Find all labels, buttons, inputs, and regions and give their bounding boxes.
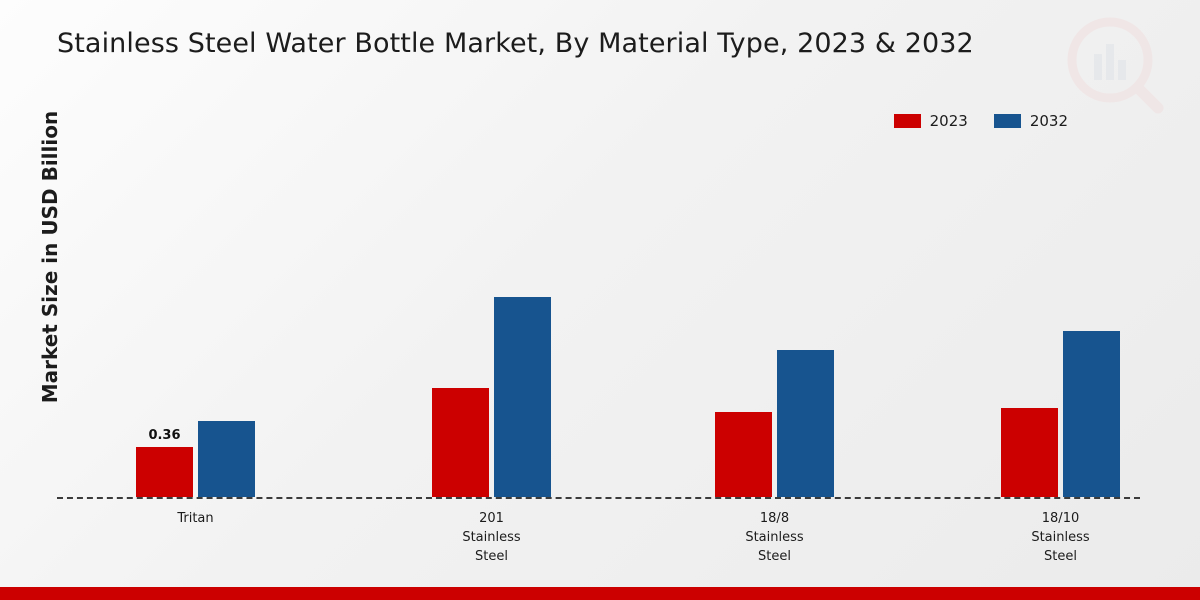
plot-area: 0.36 (57, 140, 1137, 497)
x-tick-line-3: Steel (475, 549, 508, 564)
bar-wrap-tritan-2023: 0.36 (136, 428, 193, 497)
bar-wrap-201-2023 (432, 388, 489, 497)
bar-wrap-18-10-2023 (1001, 408, 1058, 497)
x-tick-line-1: 201 (479, 511, 504, 526)
bar-201-2023[interactable] (432, 388, 489, 497)
legend-item-2032[interactable]: 2032 (993, 112, 1068, 130)
bar-tritan-2023[interactable] (136, 447, 193, 497)
x-tick-label-18-8-stainless-steel: 18/8 Stainless Steel (712, 509, 837, 566)
bar-wrap-tritan-2032 (198, 421, 255, 497)
bar-value-tritan-2023: 0.36 (148, 428, 181, 443)
x-axis-baseline (57, 497, 1140, 499)
legend-swatch-2023 (893, 114, 921, 128)
x-tick-line-2: Stainless (462, 530, 521, 545)
bar-201-2032[interactable] (494, 297, 551, 497)
bar-wrap-18-8-2023 (715, 412, 772, 497)
bar-tritan-2032[interactable] (198, 421, 255, 497)
bar-group-201-stainless-steel (429, 297, 554, 497)
bar-group-18-8-stainless-steel (712, 350, 837, 497)
x-tick-line-1: 18/8 (759, 511, 790, 526)
bar-18-10-2023[interactable] (1001, 408, 1058, 497)
legend-item-2023[interactable]: 2023 (893, 112, 968, 130)
bar-wrap-201-2032 (494, 297, 551, 497)
bar-wrap-18-8-2032 (777, 350, 834, 497)
bar-wrap-18-10-2032 (1063, 331, 1120, 497)
x-tick-line-1: Tritan (177, 511, 214, 526)
watermark-logo-icon (1067, 17, 1164, 114)
bar-18-8-2023[interactable] (715, 412, 772, 497)
x-tick-line-1: 18/10 (1041, 511, 1080, 526)
chart-legend: 2023 2032 (893, 112, 1068, 130)
x-tick-line-3: Steel (1044, 549, 1077, 564)
bar-group-18-10-stainless-steel (998, 331, 1123, 497)
x-tick-line-2: Stainless (745, 530, 804, 545)
x-tick-label-201-stainless-steel: 201 Stainless Steel (429, 509, 554, 566)
legend-label-2023: 2023 (929, 112, 968, 130)
x-tick-line-3: Steel (758, 549, 791, 564)
bar-group-tritan: 0.36 (133, 421, 258, 497)
x-tick-label-18-10-stainless-steel: 18/10 Stainless Steel (998, 509, 1123, 566)
bar-18-10-2032[interactable] (1063, 331, 1120, 497)
chart-title: Stainless Steel Water Bottle Market, By … (57, 28, 974, 59)
bar-18-8-2032[interactable] (777, 350, 834, 497)
legend-swatch-2032 (993, 114, 1021, 128)
x-tick-line-2: Stainless (1031, 530, 1090, 545)
legend-label-2032: 2032 (1029, 112, 1068, 130)
x-tick-label-tritan: Tritan (133, 509, 258, 528)
bottom-accent-bar (0, 587, 1200, 600)
